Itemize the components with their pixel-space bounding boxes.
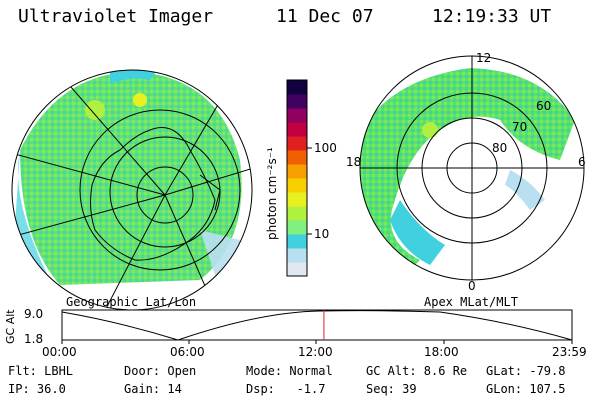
colorbar-cell — [287, 178, 307, 193]
right-image-area — [360, 68, 575, 280]
door-info: Door: Open — [124, 364, 197, 378]
colorbar-cell — [287, 206, 307, 221]
mlat-label-80: 80 — [492, 141, 507, 155]
mlt-label-12: 12 — [476, 51, 491, 65]
dsp-info: Dsp: -1.7 — [246, 382, 326, 396]
seq-info: Seq: 39 — [366, 382, 417, 396]
mode-info: Mode: Normal — [246, 364, 333, 378]
mlat-label-60: 60 — [536, 99, 551, 113]
mlt-label-0: 0 — [468, 279, 476, 293]
colorbar-cell — [287, 262, 307, 277]
colorbar-unit-label: photon cm⁻²s⁻¹ — [265, 147, 279, 240]
gain-info: Gain: 14 — [124, 382, 182, 396]
colorbar-cell — [287, 136, 307, 151]
x-tick-2359: 23:59 — [552, 345, 587, 359]
x-tick-0600: 06:00 — [170, 345, 205, 359]
colorbar-cell — [287, 192, 307, 207]
colorbar-cell — [287, 80, 307, 95]
altitude-curve — [61, 310, 573, 341]
x-tick-1200: 12:00 — [298, 345, 333, 359]
colorbar-tick-100: 100 — [314, 141, 337, 155]
colorbar-cell — [287, 234, 307, 249]
gc-alt-info: GC Alt: 8.6 Re — [366, 364, 468, 378]
colorbar-cell — [287, 220, 307, 235]
date-label: 11 Dec 07 — [276, 6, 374, 27]
glon-info: GLon: 107.5 — [486, 382, 566, 396]
altitude-plot-frame — [61, 309, 573, 341]
colorbar-cell — [287, 248, 307, 263]
colorbar-cells — [287, 80, 307, 277]
left-panel-label: Geographic Lat/Lon — [66, 295, 197, 309]
colorbar-cell — [287, 164, 307, 179]
colorbar-cell — [287, 108, 307, 123]
mlt-label-18: 18 — [346, 155, 361, 169]
colorbar-cell — [287, 122, 307, 137]
mlt-label-6: 6 — [578, 155, 586, 169]
ip-info: IP: 36.0 — [8, 382, 66, 396]
alt-tick-top: 9.0 — [24, 307, 43, 321]
colorbar-cell — [287, 94, 307, 109]
x-tick-1800: 18:00 — [424, 345, 459, 359]
filter-info: Flt: LBHL — [8, 364, 74, 378]
colorbar-cell — [287, 150, 307, 165]
right-panel-label: Apex MLat/MLT — [424, 295, 518, 309]
time-label: 12:19:33 UT — [432, 6, 552, 27]
instrument-title: Ultraviolet Imager — [18, 6, 214, 27]
x-tick-0000: 00:00 — [42, 345, 77, 359]
alt-ylabel: GC Alt — [4, 309, 17, 344]
colorbar-tick-10: 10 — [314, 227, 329, 241]
alt-tick-bottom: 1.8 — [24, 332, 43, 346]
mlat-label-70: 70 — [512, 120, 527, 134]
glat-info: GLat: -79.8 — [486, 364, 566, 378]
